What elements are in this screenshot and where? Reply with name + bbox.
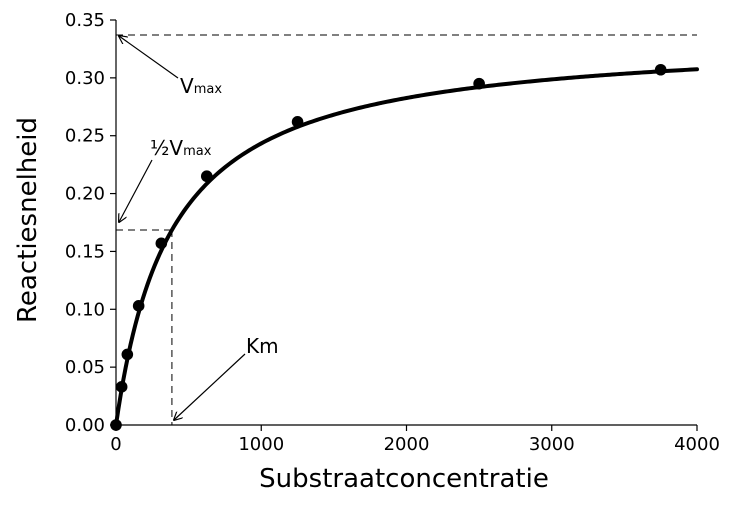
y-tick-label: 0.05 bbox=[65, 357, 105, 378]
km-arrow bbox=[174, 353, 246, 420]
y-axis-title: Reactiesnelheid bbox=[13, 117, 43, 323]
vmax-arrow bbox=[119, 36, 179, 79]
x-tick-label: 2000 bbox=[384, 434, 430, 455]
y-tick-label: 0.25 bbox=[65, 126, 105, 147]
x-axis-title: Substraatconcentratie bbox=[259, 464, 549, 494]
vmax-annotation: Vmax bbox=[119, 36, 222, 98]
y-tick-label: 0.30 bbox=[65, 68, 105, 89]
data-point bbox=[115, 381, 128, 393]
y-axis-ticks: 0.00 0.05 0.10 0.15 0.20 0.25 0.30 0.35 bbox=[65, 10, 116, 436]
x-axis-ticks: 0 1000 2000 3000 4000 bbox=[110, 425, 720, 455]
vmax-label-sub: max bbox=[194, 82, 223, 97]
data-point bbox=[291, 116, 304, 128]
y-tick-label: 0.00 bbox=[65, 415, 105, 436]
y-tick-label: 0.15 bbox=[65, 241, 105, 262]
vmax-label: Vmax bbox=[180, 74, 222, 98]
y-tick-label: 0.35 bbox=[65, 10, 105, 31]
data-points bbox=[110, 63, 667, 431]
data-point bbox=[200, 170, 213, 183]
half-vmax-label-main: ½V bbox=[150, 136, 183, 160]
axes bbox=[115, 20, 697, 426]
data-point bbox=[654, 63, 667, 76]
half-vmax-arrow bbox=[119, 159, 153, 222]
x-tick-label: 3000 bbox=[529, 434, 575, 455]
data-point bbox=[132, 300, 145, 312]
half-vmax-label: ½Vmax bbox=[150, 136, 212, 160]
data-point bbox=[121, 348, 134, 361]
x-tick-label: 1000 bbox=[238, 434, 284, 455]
km-annotation: Km bbox=[174, 334, 279, 420]
data-point bbox=[155, 237, 168, 250]
reference-lines bbox=[116, 34, 697, 425]
km-label: Km bbox=[246, 334, 279, 358]
y-tick-label: 0.20 bbox=[65, 184, 105, 205]
half-vmax-annotation: ½Vmax bbox=[119, 136, 212, 222]
data-point bbox=[473, 77, 485, 90]
y-tick-label: 0.10 bbox=[65, 299, 105, 320]
x-tick-label: 4000 bbox=[674, 434, 720, 455]
vmax-label-main: V bbox=[180, 74, 194, 98]
x-tick-label: 0 bbox=[110, 434, 121, 455]
half-vmax-label-sub: max bbox=[183, 144, 212, 159]
michaelis-menten-curve bbox=[114, 67, 699, 427]
